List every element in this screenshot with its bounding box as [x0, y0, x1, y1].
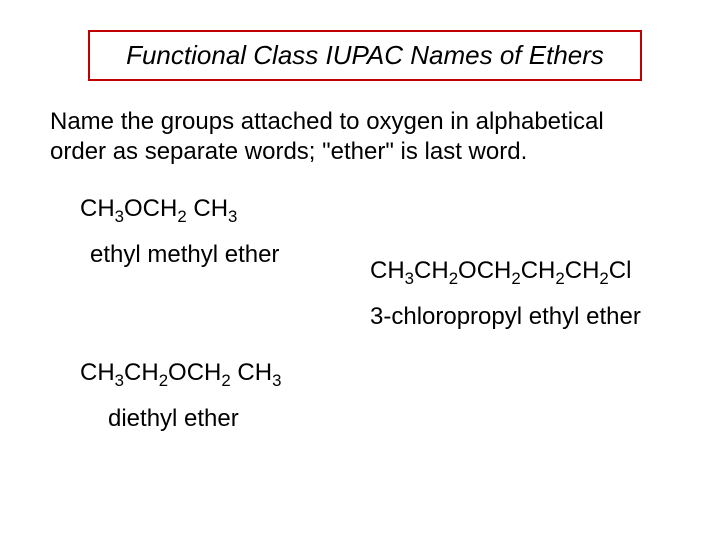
title-box: Functional Class IUPAC Names of Ethers [88, 30, 642, 81]
example-item: CH3CH2OCH2CH2CH2Cl 3-chloropropyl ethyl … [370, 257, 641, 331]
chemical-formula: CH3CH2OCH2 CH3 [80, 359, 281, 387]
compound-name: ethyl methyl ether [80, 241, 281, 269]
description-text: Name the groups attached to oxygen in al… [50, 107, 680, 167]
example-item: CH3OCH2 CH3 ethyl methyl ether [80, 195, 281, 269]
example-item: CH3CH2OCH2 CH3 diethyl ether [80, 359, 281, 433]
chemical-formula: CH3CH2OCH2CH2CH2Cl [370, 257, 641, 285]
slide-title: Functional Class IUPAC Names of Ethers [126, 40, 604, 71]
compound-name: 3-chloropropyl ethyl ether [370, 303, 641, 331]
examples-column-right: CH3CH2OCH2CH2CH2Cl 3-chloropropyl ethyl … [370, 257, 641, 331]
slide: Functional Class IUPAC Names of Ethers N… [0, 0, 720, 540]
chemical-formula: CH3OCH2 CH3 [80, 195, 281, 223]
examples-column-left: CH3OCH2 CH3 ethyl methyl ether CH3CH2OCH… [80, 195, 281, 433]
compound-name: diethyl ether [80, 405, 281, 433]
